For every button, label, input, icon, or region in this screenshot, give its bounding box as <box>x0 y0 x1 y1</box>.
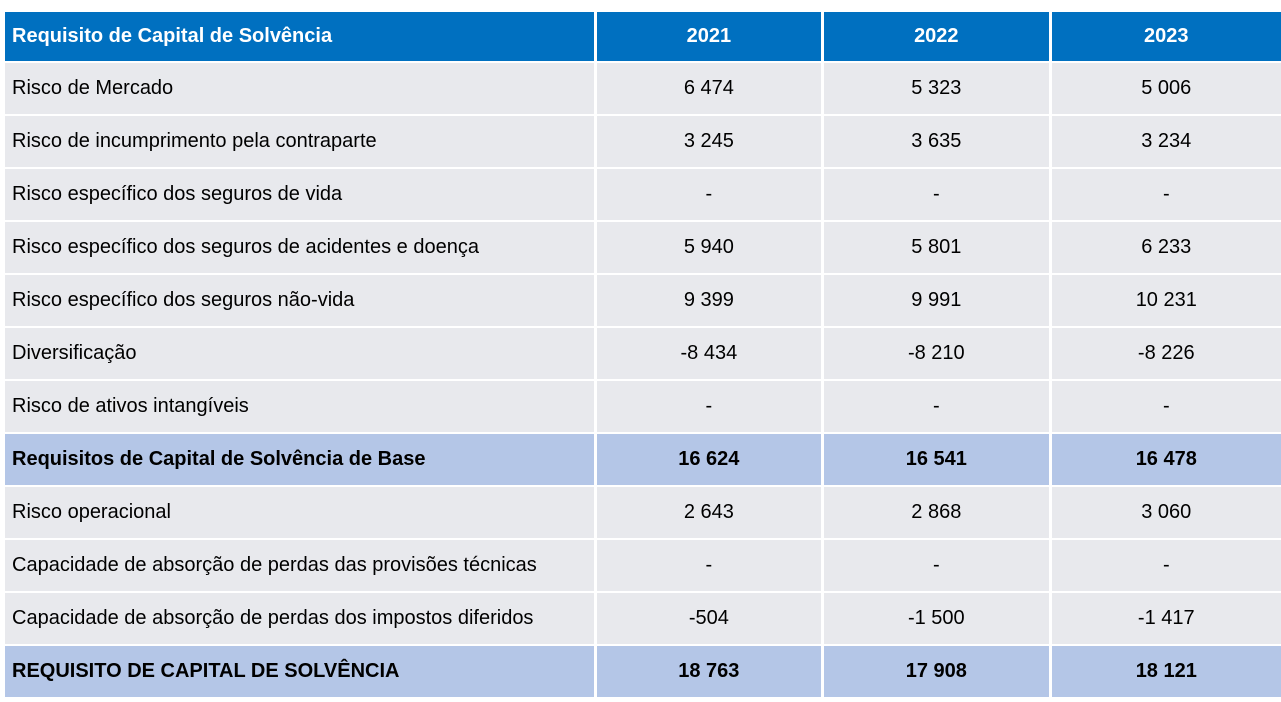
table-row: Capacidade de absorção de perdas das pro… <box>5 540 1281 591</box>
row-value-2023: 6 233 <box>1051 222 1281 273</box>
table-row: Risco específico dos seguros não-vida 9 3… <box>5 275 1281 326</box>
table-row: Risco operacional 2 643 2 868 3 060 <box>5 487 1281 538</box>
row-value-2021: - <box>596 540 822 591</box>
row-label: Capacidade de absorção de perdas das pro… <box>5 540 594 591</box>
row-value-2021: - <box>596 169 822 220</box>
row-label: Capacidade de absorção de perdas dos imp… <box>5 593 594 644</box>
row-label: Risco específico dos seguros não-vida <box>5 275 594 326</box>
row-value-2022: -1 500 <box>824 593 1049 644</box>
row-value-2023: 3 234 <box>1051 116 1281 167</box>
row-value-2022: 3 635 <box>824 116 1049 167</box>
row-value-2023: - <box>1051 381 1281 432</box>
row-value-2023: 10 231 <box>1051 275 1281 326</box>
row-value-2022: - <box>824 540 1049 591</box>
row-label: Risco operacional <box>5 487 594 538</box>
header-year-2023: 2023 <box>1051 12 1281 61</box>
row-value-2022: 5 801 <box>824 222 1049 273</box>
table-row: Risco específico dos seguros de vida - - - <box>5 169 1281 220</box>
table-row: Risco de incumprimento pela contraparte 3… <box>5 116 1281 167</box>
row-label: Requisitos de Capital de Solvência de Ba… <box>5 434 594 485</box>
table-header-row: Requisito de Capital de Solvência 2021 2… <box>5 12 1281 61</box>
table-row: Capacidade de absorção de perdas dos imp… <box>5 593 1281 644</box>
row-value-2023: 18 121 <box>1051 646 1281 697</box>
row-value-2023: 3 060 <box>1051 487 1281 538</box>
row-value-2022: 9 991 <box>824 275 1049 326</box>
row-label: REQUISITO DE CAPITAL DE SOLVÊNCIA <box>5 646 594 697</box>
row-value-2023: -1 417 <box>1051 593 1281 644</box>
row-value-2021: 18 763 <box>596 646 822 697</box>
row-label: Risco específico dos seguros de acidente… <box>5 222 594 273</box>
row-label: Risco específico dos seguros de vida <box>5 169 594 220</box>
row-value-2022: -8 210 <box>824 328 1049 379</box>
row-value-2022: 17 908 <box>824 646 1049 697</box>
row-value-2023: 5 006 <box>1051 63 1281 114</box>
row-value-2021: 2 643 <box>596 487 822 538</box>
row-value-2021: 9 399 <box>596 275 822 326</box>
header-year-2022: 2022 <box>824 12 1049 61</box>
table-row: Diversificação -8 434 -8 210 -8 226 <box>5 328 1281 379</box>
row-value-2021: -504 <box>596 593 822 644</box>
row-value-2023: - <box>1051 540 1281 591</box>
row-value-2021: -8 434 <box>596 328 822 379</box>
row-value-2023: -8 226 <box>1051 328 1281 379</box>
row-value-2022: - <box>824 169 1049 220</box>
row-value-2021: - <box>596 381 822 432</box>
row-value-2021: 16 624 <box>596 434 822 485</box>
table-row-total: Requisitos de Capital de Solvência de Ba… <box>5 434 1281 485</box>
row-value-2022: 2 868 <box>824 487 1049 538</box>
row-value-2023: - <box>1051 169 1281 220</box>
solvency-capital-table: Requisito de Capital de Solvência 2021 2… <box>5 12 1281 699</box>
table-row: Risco de Mercado 6 474 5 323 5 006 <box>5 63 1281 114</box>
table-row: Risco de ativos intangíveis - - - <box>5 381 1281 432</box>
row-value-2021: 6 474 <box>596 63 822 114</box>
table-row: Risco específico dos seguros de acidente… <box>5 222 1281 273</box>
row-label: Diversificação <box>5 328 594 379</box>
row-label: Risco de Mercado <box>5 63 594 114</box>
row-value-2021: 5 940 <box>596 222 822 273</box>
header-label: Requisito de Capital de Solvência <box>5 12 594 61</box>
table-row-total: REQUISITO DE CAPITAL DE SOLVÊNCIA 18 763 1… <box>5 646 1281 697</box>
row-value-2022: - <box>824 381 1049 432</box>
row-value-2021: 3 245 <box>596 116 822 167</box>
table-body: Risco de Mercado 6 474 5 323 5 006 Risco de … <box>5 63 1281 697</box>
row-value-2022: 16 541 <box>824 434 1049 485</box>
row-value-2023: 16 478 <box>1051 434 1281 485</box>
header-year-2021: 2021 <box>596 12 822 61</box>
row-label: Risco de incumprimento pela contraparte <box>5 116 594 167</box>
row-label: Risco de ativos intangíveis <box>5 381 594 432</box>
row-value-2022: 5 323 <box>824 63 1049 114</box>
